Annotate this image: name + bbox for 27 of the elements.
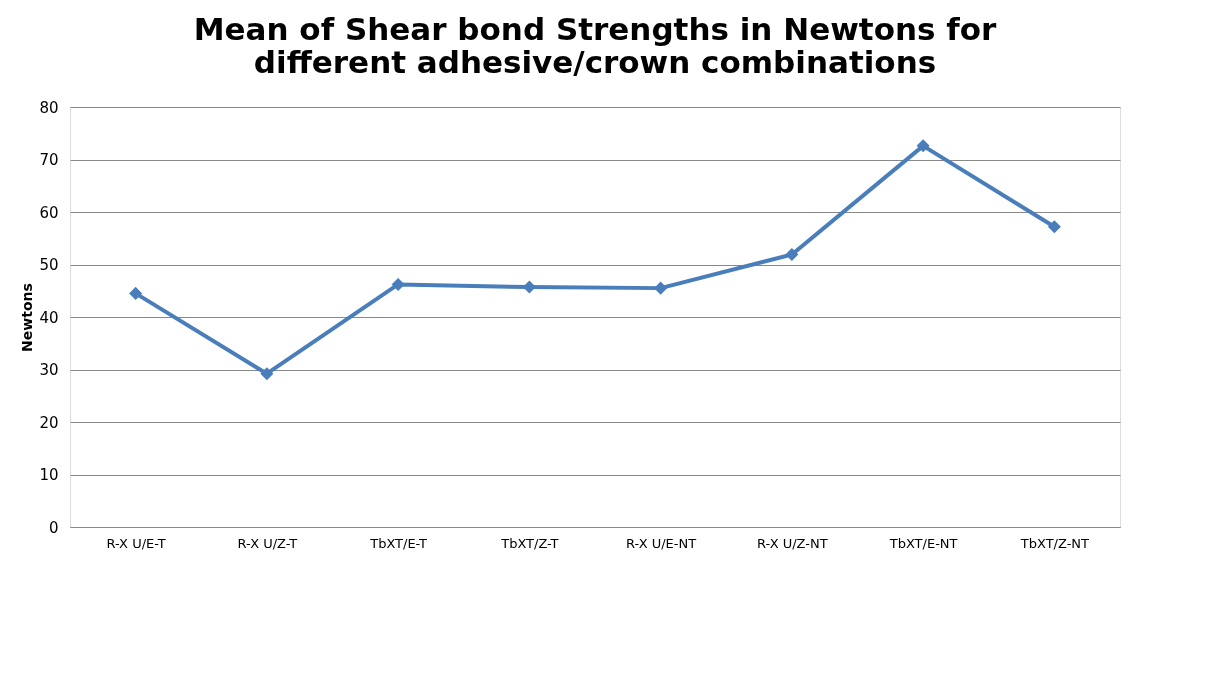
x-tick-label: TbXT/E-NT [888,535,958,551]
y-tick-label: 50 [39,256,59,274]
chart-title: Mean of Shear bond Strengths in Newtons for different adhesive/crown combinations [193,11,998,80]
point [391,277,405,291]
y-axis-title: Newtons [19,283,36,352]
point [916,139,930,153]
y-tick-label: 70 [39,151,59,169]
x-tick-label: R-X U/E-T [106,535,166,551]
y-tick-label: 30 [39,361,59,379]
point [785,248,799,262]
point [522,280,536,294]
x-tick-label: TbXT/E-T [369,535,428,551]
y-tick-label: 40 [39,308,59,327]
y-tick-label: 20 [39,413,59,432]
y-tick-label: 10 [39,466,59,484]
x-tick-label: R-X U/E-NT [626,535,697,551]
point [260,367,274,381]
point [654,281,668,295]
x-tick-label: R-X U/Z-T [237,535,298,551]
y-tick-label: 80 [39,98,59,117]
x-tick-label: TbXT/Z-T [500,535,559,551]
x-tick-label: TbXT/Z-NT [1019,535,1090,551]
y-tick-label: 60 [39,203,59,222]
x-tick-label: R-X U/Z-NT [757,535,828,551]
point [1047,220,1061,234]
point [129,286,143,300]
y-tick-label: 0 [48,518,59,537]
